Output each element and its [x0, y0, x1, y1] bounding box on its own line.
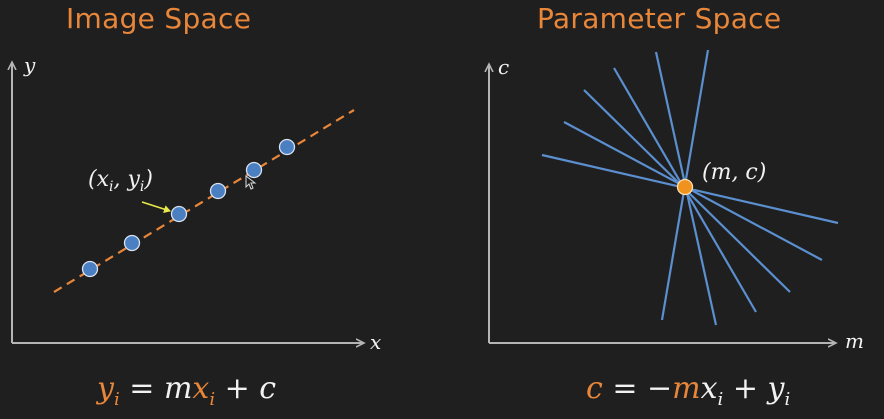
image-y-axis-label: y [23, 53, 36, 77]
image-space-panel: x y (xi, yi) yi = mxi + c [12, 53, 381, 410]
data-point [209, 182, 227, 200]
data-point-highlighted [170, 205, 188, 223]
data-point [81, 260, 99, 278]
fitted-line [53, 109, 355, 293]
mouse-cursor-icon [245, 174, 257, 190]
image-space-equation: yi = mxi + c [95, 371, 276, 410]
parameter-space-equation: c = −mxi + yi [586, 371, 790, 410]
param-line [563, 121, 823, 261]
param-point-label: (m, c) [702, 160, 766, 185]
data-point [278, 138, 296, 156]
intersection-point [676, 178, 694, 196]
image-x-axis-label: x [370, 330, 381, 354]
param-c-axis-label: c [498, 55, 509, 79]
parameter-space-panel: m c (m, c) c = −mxi + yi [489, 49, 864, 410]
image-point-label: (xi, yi) [88, 167, 153, 195]
param-m-axis-label: m [845, 329, 864, 353]
pointer-arrow [141, 201, 171, 213]
image-space-title: Image Space [66, 2, 252, 35]
data-point [123, 234, 141, 252]
data-point [245, 161, 263, 179]
parameter-space-title: Parameter Space [537, 2, 782, 35]
